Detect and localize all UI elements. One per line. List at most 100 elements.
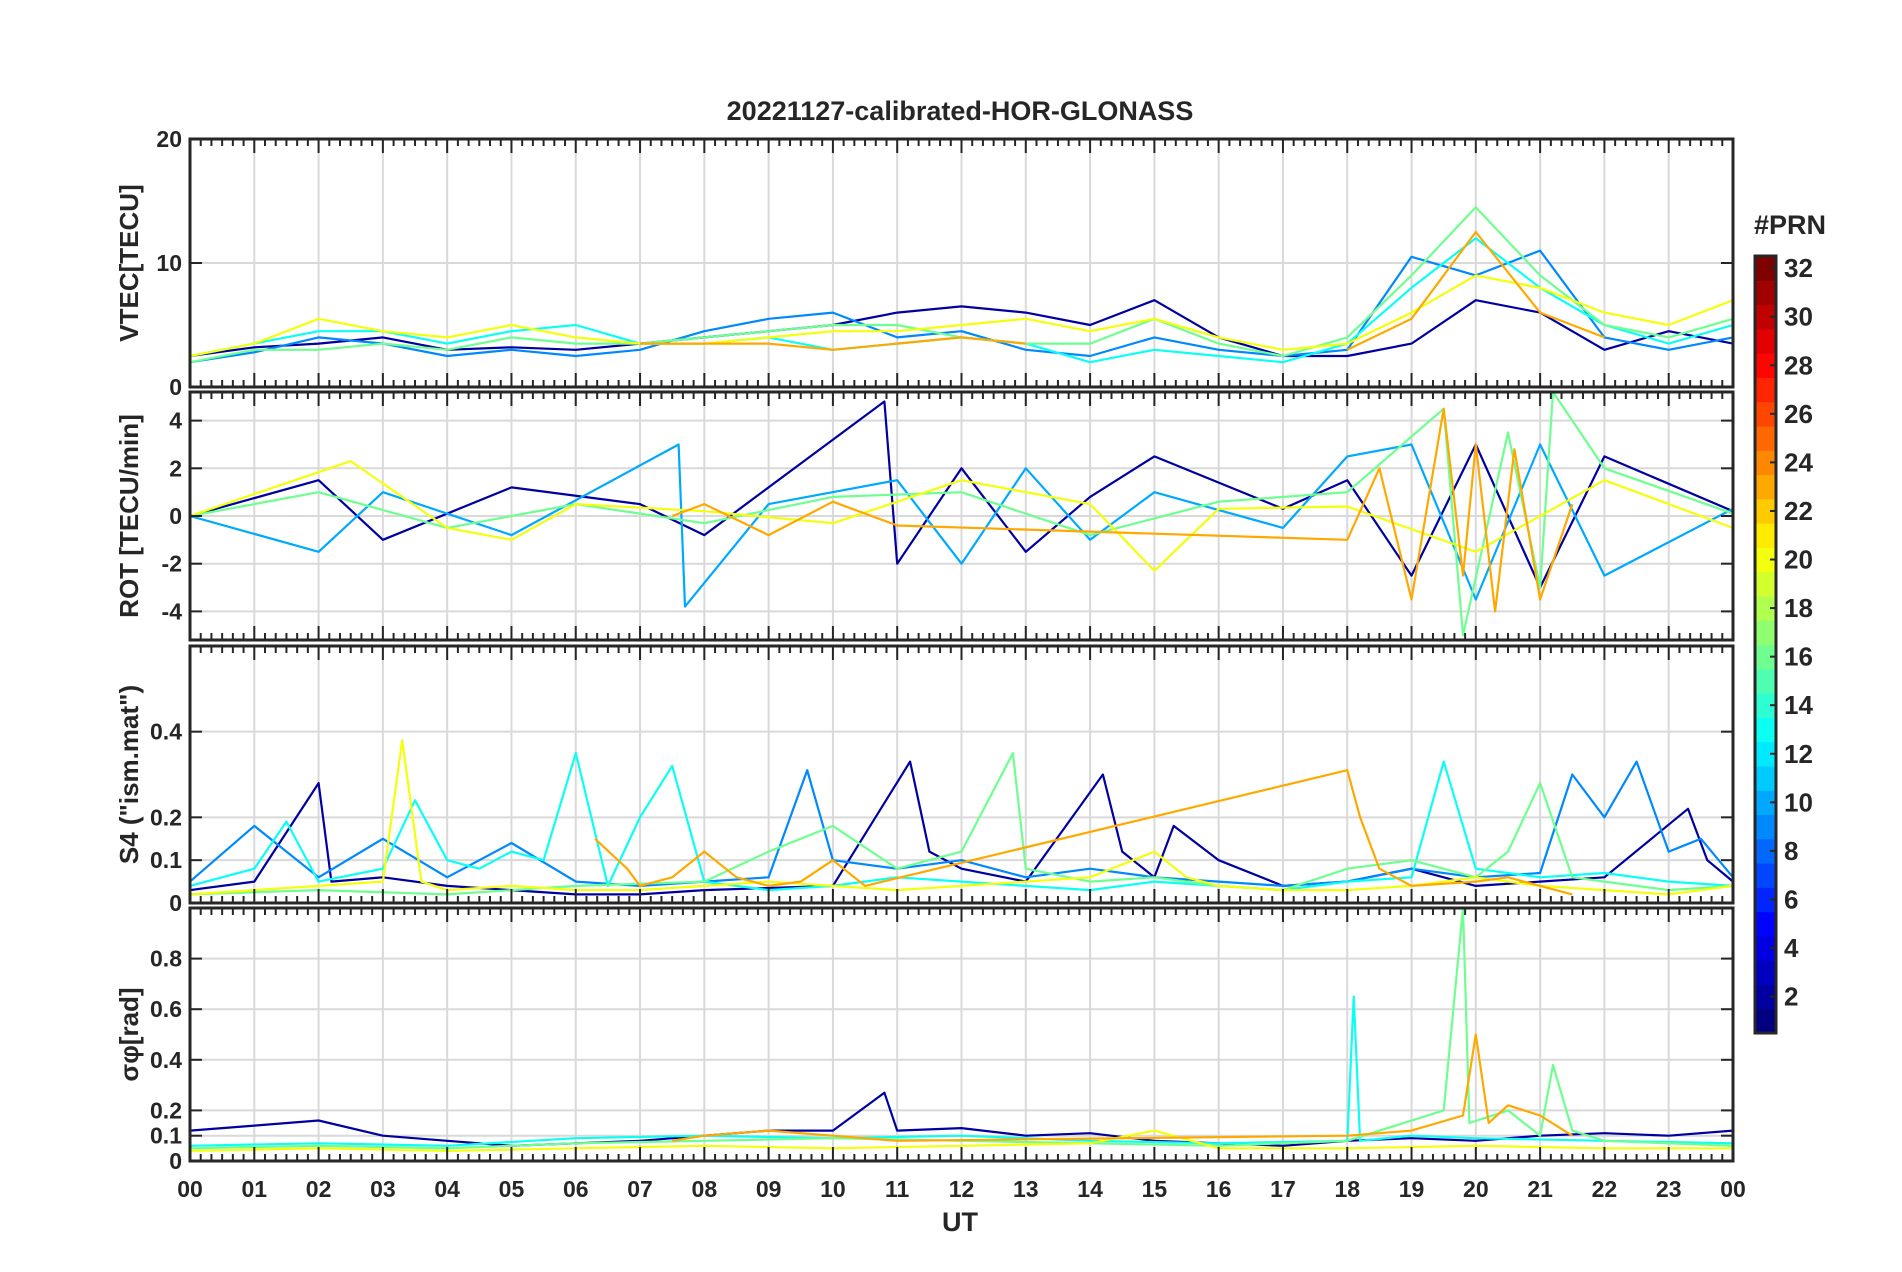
y-tick-label: -2: [162, 551, 182, 577]
x-tick-label: 03: [370, 1176, 396, 1202]
colorbar-segment: [1755, 401, 1776, 427]
x-tick-label: 22: [1592, 1176, 1618, 1202]
y-tick-label: 4: [169, 408, 182, 434]
series-line-prn-16: [190, 392, 1733, 637]
colorbar-tick-label: 10: [1784, 787, 1813, 817]
colorbar-tick-label: 28: [1784, 350, 1813, 380]
panel-VTEC: 0 10 20 VTEC[TECU]: [114, 126, 1735, 400]
colorbar-tick-label: 30: [1784, 302, 1813, 332]
y-axis-label: ROT [TECU/min]: [114, 414, 144, 618]
colorbar-segment: [1755, 450, 1776, 476]
series-line-prn-23: [594, 769, 1573, 896]
series-line-prn-16: [190, 908, 1733, 1150]
colorbar-segment: [1755, 984, 1776, 1010]
y-tick-label: -4: [162, 598, 183, 624]
y-tick-label: 0.2: [150, 1097, 182, 1123]
panel-S4: 0 0.1 0.2 0.4S4 ("ism.mat"): [114, 644, 1735, 916]
x-tick-label: 17: [1270, 1176, 1296, 1202]
x-tick-label: 04: [434, 1176, 460, 1202]
series-line-prn-23: [671, 407, 1574, 613]
x-tick-label: 19: [1399, 1176, 1425, 1202]
colorbar-segment: [1755, 523, 1776, 548]
x-tick-label: 18: [1334, 1176, 1360, 1202]
y-tick-label: 0.6: [150, 996, 182, 1022]
colorbar-tick-label: 18: [1784, 593, 1813, 623]
colorbar-segment: [1755, 814, 1776, 840]
colorbar-tick-label: 2: [1784, 982, 1798, 1012]
series-line-prn-20: [190, 1129, 1733, 1152]
series-line-prn-10: [190, 443, 1733, 608]
x-tick-label: 10: [820, 1176, 846, 1202]
colorbar-tick-label: 6: [1784, 884, 1798, 914]
y-tick-label: 0.8: [150, 946, 182, 972]
x-tick-label: 00: [1720, 1176, 1746, 1202]
colorbar-segment: [1755, 765, 1776, 791]
x-tick-label: 23: [1656, 1176, 1682, 1202]
chart-title: 20221127-calibrated-HOR-GLONASS: [727, 96, 1194, 126]
colorbar-segment: [1755, 498, 1776, 524]
x-tick-label: 09: [756, 1176, 782, 1202]
x-tick-label: 14: [1077, 1176, 1103, 1202]
panel-frame: [188, 390, 1735, 642]
colorbar-segment: [1755, 425, 1776, 451]
colorbar-tick-label: 24: [1784, 447, 1813, 477]
colorbar-segment: [1755, 717, 1776, 743]
y-tick-label: 0: [169, 374, 182, 400]
colorbar-tick-label: 26: [1784, 399, 1813, 429]
series-group: [190, 206, 1733, 364]
colorbar-segment: [1755, 887, 1776, 913]
colorbar-segment: [1755, 741, 1776, 767]
x-tick-labels: 00 01 02 03 04 05 06 07 08 09 10 11 12 13 14 15 16 17 18 19…: [177, 1176, 1746, 1202]
colorbar-tick-label: 22: [1784, 496, 1813, 526]
x-tick-label: 16: [1206, 1176, 1232, 1202]
colorbar-tick-label: 16: [1784, 642, 1813, 672]
series-line-prn-13: [190, 752, 1733, 892]
series-line-prn-9: [190, 760, 1733, 887]
colorbar-tick-label: 12: [1784, 739, 1813, 769]
colorbar-segment: [1755, 668, 1776, 694]
y-tick-label: 0.1: [150, 1123, 182, 1149]
colorbar-segment: [1755, 1008, 1776, 1034]
series-group: [190, 739, 1733, 896]
colorbar-segment: [1755, 571, 1776, 597]
colorbar-segment: [1755, 595, 1776, 621]
x-tick-label: 07: [627, 1176, 653, 1202]
panel-frame: [188, 644, 1735, 905]
series-line-prn-20: [190, 460, 1733, 572]
colorbar-segment: [1755, 256, 1776, 281]
colorbar-segment: [1755, 790, 1776, 816]
colorbar-segment: [1755, 547, 1776, 573]
colorbar-frame: [1753, 254, 1778, 1035]
colorbar-segment: [1755, 304, 1776, 330]
colorbar-tick-label: 8: [1784, 836, 1798, 866]
series-line-prn-20: [190, 274, 1733, 358]
y-tick-label: 0.4: [150, 719, 182, 745]
y-tick-label: 20: [156, 126, 182, 152]
series-line-prn-13: [190, 995, 1733, 1147]
colorbar-tick-label: 20: [1784, 545, 1813, 575]
colorbar-title: #PRN: [1754, 210, 1826, 240]
y-tick-label: 0.1: [150, 847, 182, 873]
x-tick-label: 15: [1142, 1176, 1168, 1202]
panel-frame: [188, 137, 1735, 389]
x-tick-label: 06: [563, 1176, 589, 1202]
y-axis-label: S4 ("ism.mat"): [114, 685, 144, 864]
y-axis-label: VTEC[TECU]: [114, 184, 144, 341]
x-tick-label: 12: [949, 1176, 975, 1202]
y-tick-label: 0: [169, 1148, 182, 1174]
colorbar-segment: [1755, 693, 1776, 718]
x-tick-label: 11: [885, 1176, 910, 1202]
series-line-prn-2: [190, 1091, 1733, 1147]
colorbar-segment: [1755, 328, 1776, 354]
x-tick-label: 21: [1527, 1176, 1553, 1202]
y-tick-label: 2: [169, 455, 182, 481]
panel-sigma_phi: 00.10.2 0.4 0.6 0.8σφ[rad]: [114, 906, 1735, 1174]
x-tick-label: 08: [692, 1176, 718, 1202]
colorbar-segment: [1755, 377, 1776, 403]
colorbar-segment: [1755, 474, 1776, 500]
x-tick-label: 05: [499, 1176, 525, 1202]
series-group: [190, 392, 1733, 637]
colorbar-segment: [1755, 911, 1776, 937]
